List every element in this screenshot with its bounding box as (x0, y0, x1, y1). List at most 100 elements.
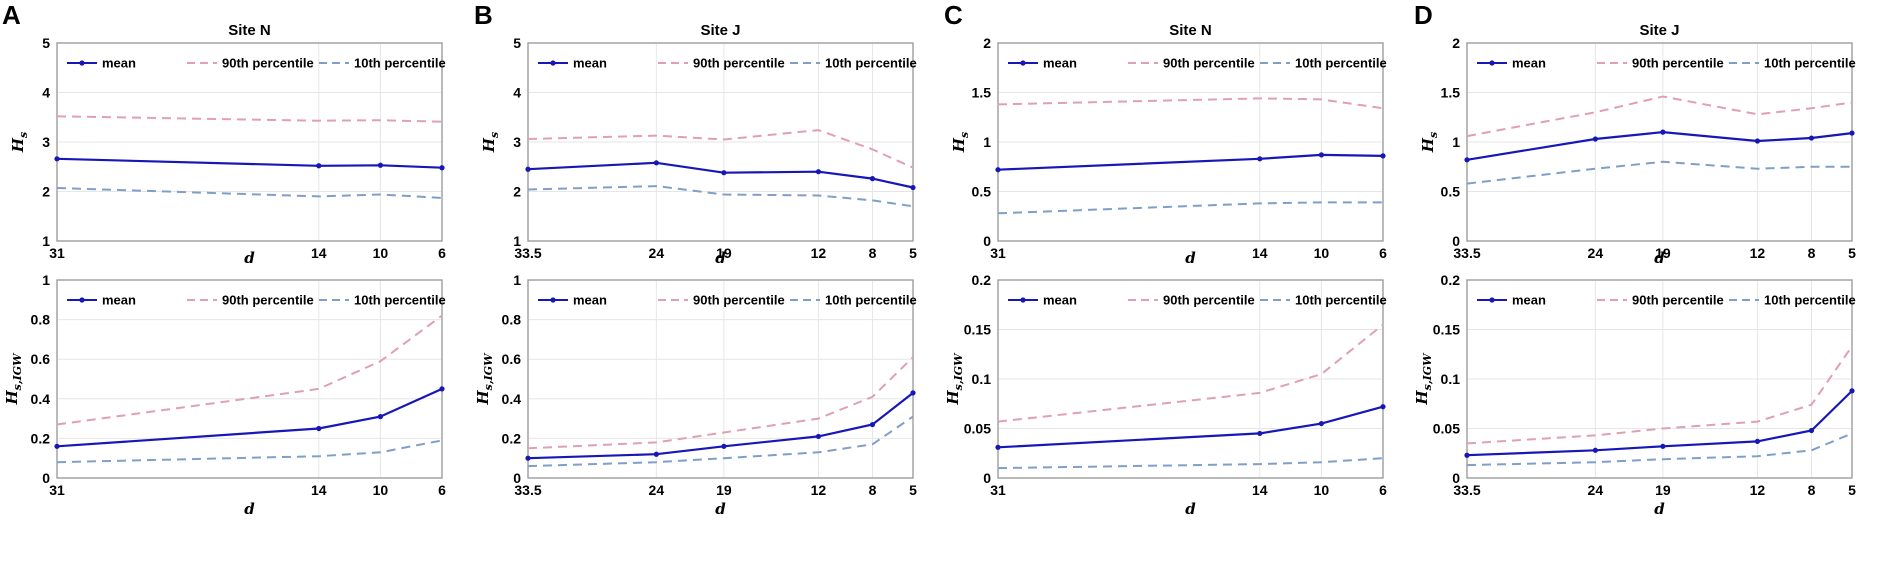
y-tick-label: 3 (513, 134, 521, 150)
legend: mean 90th percentile 10th percentile (1477, 293, 1856, 308)
axes-box (56, 279, 443, 479)
panel-c-bottom: 0 0.05 0.1 0.15 0.2 31 14 10 6 d Hs,IGW mean 90th pe… (944, 272, 1387, 518)
mean-point (995, 167, 1001, 173)
x-axis-label: d (715, 249, 726, 267)
panel-letter: D (1414, 0, 1433, 30)
series-line-p10 (997, 457, 1384, 470)
legend-marker (1489, 297, 1495, 303)
legend: mean 90th percentile 10th percentile (67, 293, 446, 308)
mean-point (525, 166, 531, 172)
mean-point (1808, 427, 1815, 434)
axes-frame (1466, 42, 1853, 242)
x-tick-label: 31 (49, 482, 65, 498)
legend: mean 90th percentile 10th percentile (1008, 293, 1387, 308)
x-tick-label: 24 (649, 482, 665, 498)
y-tick-label: 1 (42, 272, 50, 288)
mean-point (910, 390, 916, 396)
series-line-p10 (56, 439, 443, 464)
mean-point (1660, 443, 1666, 449)
panel-b-bottom: 0 0.2 0.4 0.6 0.8 1 33.5 24 19 12 8 5 d Hs,IGW mean 90t… (474, 272, 917, 518)
y-tick-label: 0 (983, 233, 991, 249)
x-tick-label: 31 (990, 482, 1006, 498)
y-axis-label-main: H (944, 390, 962, 406)
legend-marker (79, 60, 85, 66)
y-axis-label: Hs (9, 132, 30, 153)
legend-label-p10: 10th percentile (1295, 56, 1387, 71)
legend-label-p10: 10th percentile (825, 293, 917, 308)
y-tick-label: 1.5 (972, 85, 992, 101)
mean-point (1592, 136, 1598, 142)
x-tick-label: 19 (716, 245, 732, 261)
legend: mean 90th percentile 10th percentile (67, 56, 446, 71)
series-line-p90 (997, 97, 1384, 110)
y-tick-label: 2 (513, 184, 521, 200)
legend-label-mean: mean (1043, 293, 1077, 308)
y-tick-label: 2 (42, 184, 50, 200)
x-tick-label: 8 (1808, 482, 1816, 498)
series-line-p10 (1466, 432, 1853, 467)
y-axis-label: Hs (480, 132, 501, 153)
legend: mean 90th percentile 10th percentile (538, 293, 917, 308)
y-axis-label: Hs,IGW (944, 352, 965, 406)
y-tick-label: 0.5 (972, 184, 992, 200)
y-tick-label: 5 (513, 35, 521, 51)
x-tick-label: 33.5 (1453, 482, 1480, 498)
mean-point (1754, 438, 1761, 444)
series-line-p10 (997, 201, 1383, 215)
y-tick-label: 0.4 (502, 391, 522, 407)
legend-label-p90: 90th percentile (1632, 56, 1724, 71)
chart-title: Site J (700, 22, 740, 39)
legend-label-mean: mean (102, 56, 136, 71)
axes-frame (56, 279, 443, 479)
y-tick-label: 0.1 (972, 371, 992, 387)
mean-point (1808, 135, 1815, 141)
axes-frame (997, 279, 1384, 479)
x-tick-label: 31 (49, 245, 65, 261)
mean-point (1380, 153, 1386, 159)
series-line-p10 (56, 187, 443, 199)
y-tick-label: 0 (1452, 233, 1460, 249)
x-tick-label: 8 (869, 245, 877, 261)
mean-point (815, 433, 822, 440)
series-line-p10 (1466, 160, 1852, 185)
mean-point (377, 162, 383, 168)
y-tick-label: 0.5 (1441, 184, 1461, 200)
mean-point (439, 386, 445, 392)
y-tick-label: 0.05 (1433, 421, 1460, 437)
legend-marker (1020, 297, 1026, 303)
x-axis-label: d (244, 249, 255, 267)
series-line-p90 (1466, 95, 1853, 138)
x-tick-label: 33.5 (514, 245, 541, 261)
y-tick-label: 0 (513, 470, 521, 486)
legend-label-mean: mean (573, 56, 607, 71)
series-line-p90 (997, 323, 1384, 423)
y-axis-label-main: H (480, 137, 498, 153)
y-tick-label: 0.2 (502, 430, 522, 446)
y-tick-label: 1 (42, 233, 50, 249)
x-tick-label: 19 (716, 482, 732, 498)
x-tick-label: 5 (1848, 482, 1856, 498)
x-tick-label: 5 (1848, 245, 1856, 261)
axes-frame (56, 42, 443, 242)
legend: mean 90th percentile 10th percentile (1008, 56, 1387, 71)
mean-point (910, 184, 916, 191)
y-tick-label: 1 (513, 233, 521, 249)
x-tick-label: 14 (311, 245, 327, 261)
mean-point (1318, 152, 1324, 158)
chart-title: Site J (1639, 22, 1679, 39)
mean-point (869, 176, 876, 182)
y-tick-label: 0.15 (964, 322, 991, 338)
panel-d: D Site J 0 0.5 1 1.5 2 33.5 24 19 12 8 5 d Hs mean 90th … (1414, 0, 1856, 267)
series-line-mean (1466, 390, 1853, 457)
y-axis-label: Hs,IGW (474, 352, 495, 406)
mean-point (1257, 156, 1263, 162)
mean-point (377, 414, 383, 420)
mean-point (316, 163, 322, 169)
mean-point (869, 421, 876, 428)
series-line-mean (527, 392, 914, 460)
mean-point (1380, 404, 1386, 410)
mean-point (1592, 447, 1598, 453)
panel-a-bottom: 0 0.2 0.4 0.6 0.8 1 31 14 10 6 d Hs,IGW mean 90th per… (3, 272, 446, 518)
y-axis-label: Hs (1419, 132, 1440, 153)
